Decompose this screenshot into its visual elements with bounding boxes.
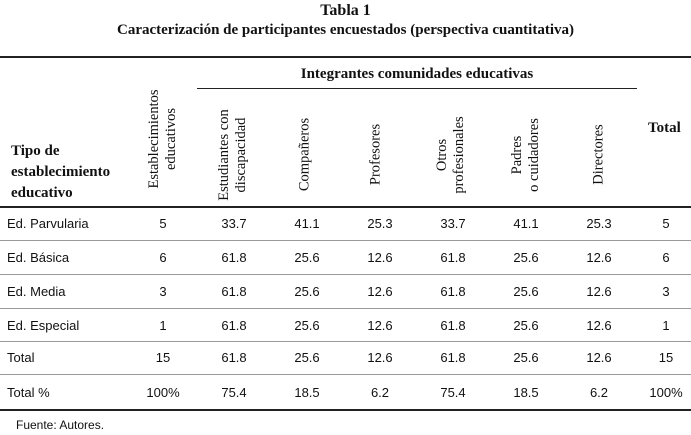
- cell: 25.6: [294, 284, 320, 299]
- cell: 61.8: [221, 284, 247, 299]
- row-divider: [0, 308, 691, 309]
- cell: 25.3: [586, 216, 612, 231]
- table-subtitle: Caracterización de participantes encuest…: [116, 22, 574, 38]
- source-note: Fuente: Autores.: [16, 418, 105, 432]
- cell: 1: [159, 318, 167, 333]
- row-label-media: Ed. Media: [7, 284, 66, 299]
- cell: 33.7: [221, 216, 247, 231]
- col-header-directores: Directores: [591, 105, 608, 205]
- col-header-estudiantes-line-1: Estudiantes con: [216, 109, 232, 201]
- cell: 25.6: [294, 318, 320, 333]
- cell: 61.8: [221, 318, 247, 333]
- row-label-total-pct: Total %: [7, 385, 50, 400]
- col-header-otros-line-2: profesionales: [451, 116, 467, 194]
- cell: 12.6: [367, 250, 393, 265]
- cell: 61.8: [440, 250, 466, 265]
- row-divider: [0, 341, 691, 342]
- cell: 6.2: [589, 385, 609, 400]
- group-rule: [197, 88, 637, 89]
- col-header-padres-line-1: Padres: [509, 135, 525, 175]
- cell: 6: [159, 250, 167, 265]
- col-header-companeros: Compañeros: [297, 105, 314, 205]
- col-header-companeros-line-1: Compañeros: [296, 117, 313, 192]
- cell: 12.6: [586, 350, 612, 365]
- cell: 61.8: [221, 350, 247, 365]
- cell: 41.1: [294, 216, 320, 231]
- row-divider: [0, 240, 691, 241]
- cell: 6.2: [370, 385, 390, 400]
- row-divider: [0, 374, 691, 375]
- cell: 25.6: [513, 318, 539, 333]
- cell: 12.6: [586, 250, 612, 265]
- cell: 41.1: [513, 216, 539, 231]
- cell: 25.6: [513, 284, 539, 299]
- cell: 3: [159, 284, 167, 299]
- col-header-directores-line-1: Directores: [590, 124, 607, 185]
- cell: 6: [662, 250, 670, 265]
- cell: 61.8: [440, 284, 466, 299]
- col-header-padres: Padres o cuidadores: [509, 97, 543, 213]
- col-header-padres-line-2: o cuidadores: [526, 118, 542, 192]
- cell: 25.6: [294, 250, 320, 265]
- cell: 5: [159, 216, 167, 231]
- col-header-profesores-line-1: Profesores: [367, 123, 384, 186]
- top-rule: [0, 56, 691, 58]
- cell: 1: [662, 318, 670, 333]
- establecimientos-header-line-1: Establecimientos: [146, 89, 162, 189]
- tipo-header-line-3: educativo: [11, 185, 73, 201]
- cell: 61.8: [440, 350, 466, 365]
- col-header-profesores: Profesores: [368, 105, 385, 205]
- cell: 12.6: [367, 318, 393, 333]
- cell: 5: [662, 216, 670, 231]
- row-label-basica: Ed. Básica: [7, 250, 70, 265]
- cell: 15: [658, 350, 674, 365]
- cell: 25.6: [513, 250, 539, 265]
- cell: 12.6: [586, 284, 612, 299]
- cell: 12.6: [367, 350, 393, 365]
- cell: 18.5: [294, 385, 320, 400]
- cell: 33.7: [440, 216, 466, 231]
- col-header-total: Total: [648, 120, 681, 136]
- cell: 12.6: [367, 284, 393, 299]
- cell: 15: [155, 350, 171, 365]
- col-header-otros-line-1: Otros: [434, 138, 450, 172]
- group-header: Integrantes comunidades educativas: [300, 66, 534, 82]
- col-header-estudiantes: Estudiantes con discapacidad: [216, 97, 250, 213]
- cell: 25.6: [513, 350, 539, 365]
- row-label-parvularia: Ed. Parvularia: [7, 216, 89, 231]
- row-label-total: Total: [7, 350, 35, 365]
- bottom-rule: [0, 409, 691, 411]
- establecimientos-header: Establecimientos educativos: [146, 73, 180, 205]
- tipo-header-line-1: Tipo de: [11, 143, 60, 159]
- cell: 61.8: [221, 250, 247, 265]
- cell: 12.6: [586, 318, 612, 333]
- table-title: Tabla 1: [320, 2, 371, 19]
- tipo-header-line-2: establecimiento: [11, 164, 111, 180]
- cell: 61.8: [440, 318, 466, 333]
- cell: 18.5: [513, 385, 539, 400]
- cell: 25.6: [294, 350, 320, 365]
- cell: 25.3: [367, 216, 393, 231]
- tipo-header: Tipo de establecimiento educativo: [11, 141, 110, 204]
- cell: 100%: [649, 385, 683, 400]
- cell: 75.4: [221, 385, 247, 400]
- col-header-otros: Otros profesionales: [434, 97, 468, 213]
- cell: 75.4: [440, 385, 466, 400]
- col-header-estudiantes-line-2: discapacidad: [233, 117, 249, 193]
- header-rule: [0, 206, 691, 208]
- row-label-especial: Ed. Especial: [7, 318, 80, 333]
- row-divider: [0, 274, 691, 275]
- establecimientos-header-line-2: educativos: [163, 108, 179, 171]
- cell: 3: [662, 284, 670, 299]
- cell: 100%: [146, 385, 180, 400]
